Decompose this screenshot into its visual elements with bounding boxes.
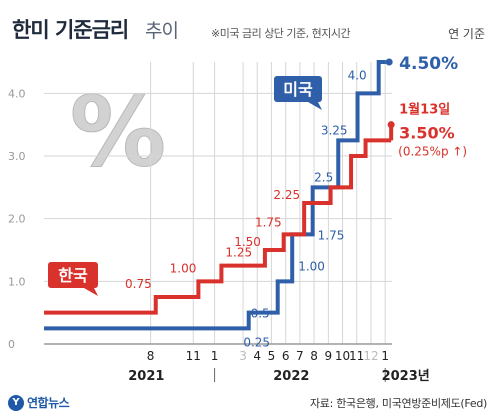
us-step-label: 2.5 xyxy=(314,170,333,184)
year-label: 2022 xyxy=(273,369,309,384)
korea-end-marker xyxy=(387,121,395,129)
korea-end-date: 1월13일 xyxy=(399,102,450,118)
x-tick-label: 1 xyxy=(211,349,219,363)
chart-title: 한미 기준금리 xyxy=(12,18,129,42)
us-rate-line xyxy=(44,60,386,331)
us-legend-badge: 미국 xyxy=(283,80,313,99)
y-tick-label: 2.0 xyxy=(8,213,26,226)
x-tick-label: 9 xyxy=(325,349,333,363)
x-tick-label: 4 xyxy=(253,349,261,363)
korea-step-label: 1.00 xyxy=(170,261,197,275)
x-tick-label: 8 xyxy=(147,349,155,363)
us-legend-badge-box xyxy=(274,76,322,102)
y-tick-label: 4.0 xyxy=(8,87,26,100)
korea-legend-badge-tail xyxy=(84,288,98,296)
korea-step-label: 1.25 xyxy=(225,246,252,260)
year-label: 2023년 xyxy=(382,369,430,384)
year-label: 2021 xyxy=(128,369,164,384)
korea-legend-badge-group: 한국 xyxy=(48,262,98,296)
us-end-marker xyxy=(385,58,393,66)
korea-legend-badge: 한국 xyxy=(58,266,88,285)
yonhap-logo: Y 연합뉴스 xyxy=(8,394,70,411)
x-tick-label: 3 xyxy=(239,349,247,363)
korea-end-label: 3.50% xyxy=(399,124,455,143)
chart-note: ※미국 금리 상단 기준, 현지시간 xyxy=(211,27,351,40)
korea-rate-line xyxy=(44,138,392,315)
percent-decoration: % xyxy=(70,76,166,188)
korea-end-change: (0.25%p ↑) xyxy=(398,145,467,159)
y-tick-label: 3.0 xyxy=(8,150,26,163)
us-step-label: 0.25 xyxy=(243,335,270,349)
source-note: 자료: 한국은행, 미국연방준비제도(Fed) xyxy=(309,397,487,410)
x-tick-label: 5 xyxy=(268,349,276,363)
us-step-label: 3.25 xyxy=(321,123,348,137)
korea-step-label: 2.25 xyxy=(273,188,300,202)
x-tick-label: 10 xyxy=(335,349,350,363)
us-legend-badge-group: 미국 xyxy=(274,76,322,110)
us-step-label: 1.00 xyxy=(298,259,325,273)
x-tick-label: 12 xyxy=(363,349,378,363)
korea-step-label: 1.50 xyxy=(234,235,261,249)
korea-step-label: 0.75 xyxy=(125,277,152,291)
logo-text: 연합뉴스 xyxy=(27,396,70,410)
us-step-label: 1.75 xyxy=(318,228,345,242)
us-step-label: 4.0 xyxy=(348,68,367,82)
us-step-label: 0.5 xyxy=(251,307,270,321)
x-tick-label: 8 xyxy=(310,349,318,363)
basis-label: 연 기준 xyxy=(448,27,485,41)
x-tick-label: 11 xyxy=(186,349,201,363)
logo-mark: Y xyxy=(8,394,24,411)
x-tick-label: 7 xyxy=(296,349,304,363)
x-tick-label: 6 xyxy=(282,349,290,363)
y-tick-label: 1.0 xyxy=(8,275,26,288)
chart-subtitle: 추이 xyxy=(145,20,179,42)
x-tick-label: 11 xyxy=(349,349,364,363)
korea-legend-badge-box xyxy=(48,262,98,288)
korea-step-label: 1.75 xyxy=(255,215,282,229)
y-tick-label: 0 xyxy=(8,338,15,351)
us-legend-badge-tail xyxy=(308,102,322,110)
x-tick-label: 1 xyxy=(381,349,389,363)
us-end-label: 4.50% xyxy=(399,54,458,74)
